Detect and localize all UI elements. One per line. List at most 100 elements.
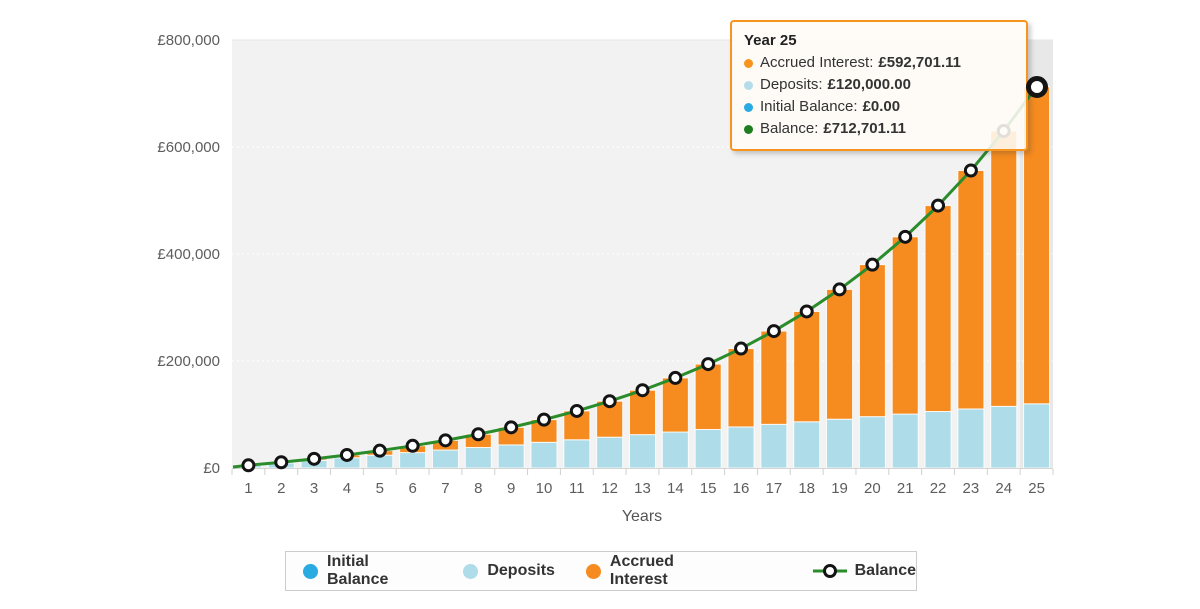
bar-segment-deposits-year-23[interactable] (957, 408, 985, 469)
legend-item-deposits[interactable]: Deposits (463, 562, 555, 580)
bar-segment-accrued-interest-year-14[interactable] (661, 377, 689, 433)
balance-marker-year-19[interactable] (832, 282, 847, 297)
y-tick-label: £200,000 (157, 353, 220, 370)
balance-marker-year-15[interactable] (701, 357, 716, 372)
bar-segment-deposits-year-15[interactable] (694, 428, 722, 469)
bar-segment-deposits-year-20[interactable] (858, 416, 886, 469)
x-tick-label: 10 (536, 480, 553, 497)
legend-item-accrued-interest[interactable]: Accrued Interest (585, 553, 734, 589)
balance-marker-year-5[interactable] (372, 443, 387, 458)
balance-marker-year-20[interactable] (865, 257, 880, 272)
balance-marker-year-6[interactable] (405, 438, 420, 453)
bar-segment-deposits-year-19[interactable] (826, 418, 854, 469)
bar-segment-deposits-year-13[interactable] (629, 434, 656, 469)
legend-item-initial-balance[interactable]: Initial Balance (303, 553, 432, 589)
bar-segment-deposits-year-6[interactable] (399, 452, 427, 469)
tooltip-row-accrued-interest: Accrued Interest: £592,701.11 (744, 52, 1014, 74)
balance-marker-year-21[interactable] (898, 229, 913, 244)
bar-segment-deposits-year-12[interactable] (596, 436, 624, 469)
tooltip-row-deposits: Deposits: £120,000.00 (744, 74, 1014, 96)
bar-segment-deposits-year-16[interactable] (727, 426, 755, 469)
balance-marker-year-7[interactable] (438, 433, 453, 448)
bar-segment-accrued-interest-year-22[interactable] (924, 205, 952, 413)
tooltip-row-balance: Balance: £712,701.11 (744, 118, 1014, 140)
balance-line-marker-icon (812, 564, 847, 578)
bar-segment-deposits-year-25[interactable] (1023, 403, 1051, 469)
bar-segment-deposits-year-9[interactable] (497, 444, 525, 469)
x-tick-label: 25 (1028, 480, 1045, 497)
balance-marker-year-10[interactable] (536, 412, 551, 427)
x-tick-label: 1 (244, 480, 252, 497)
bar-segment-accrued-interest-year-17[interactable] (760, 330, 788, 425)
accrued-interest-legend-icon (585, 563, 601, 579)
bar-segment-accrued-interest-year-16[interactable] (727, 348, 755, 428)
x-tick-label: 14 (667, 480, 684, 497)
initial-balance-bullet-icon (744, 102, 753, 112)
legend-label: Accrued Interest (609, 553, 674, 588)
balance-marker-year-13[interactable] (635, 383, 650, 398)
x-tick-label: 24 (995, 480, 1012, 497)
x-tick-label: 7 (441, 480, 449, 497)
bar-segment-deposits-year-22[interactable] (924, 411, 952, 469)
x-tick-label: 19 (831, 480, 848, 497)
tooltip-row-initial-balance: Initial Balance: £0.00 (744, 96, 1014, 118)
deposits-legend-icon (463, 563, 479, 579)
x-tick-label: 17 (766, 480, 783, 497)
bar-segment-accrued-interest-year-19[interactable] (826, 288, 854, 420)
legend-label: Deposits (487, 562, 555, 579)
balance-marker-year-22[interactable] (931, 198, 946, 213)
bar-segment-accrued-interest-year-23[interactable] (957, 169, 985, 410)
x-tick-label: 9 (507, 480, 515, 497)
bar-segment-deposits-year-24[interactable] (990, 405, 1018, 469)
bar-segment-deposits-year-18[interactable] (793, 421, 821, 469)
balance-marker-year-14[interactable] (668, 370, 683, 385)
balance-marker-year-11[interactable] (569, 403, 584, 418)
balance-marker-year-3[interactable] (307, 451, 322, 466)
bar-segment-deposits-year-14[interactable] (661, 431, 689, 469)
tooltip-value: £712,701.11 (823, 120, 906, 137)
x-tick-label: 11 (569, 480, 585, 497)
bar-segment-deposits-year-8[interactable] (464, 446, 492, 469)
balance-marker-year-16[interactable] (734, 341, 749, 356)
bar-segment-accrued-interest-year-20[interactable] (858, 264, 886, 418)
chart-legend: Initial Balance Deposits Accrued Interes… (285, 551, 917, 591)
legend-label: Balance (854, 562, 916, 579)
balance-marker-year-17[interactable] (766, 324, 781, 339)
balance-marker-year-18[interactable] (799, 304, 814, 319)
balance-marker-year-23[interactable] (963, 163, 978, 178)
x-tick-label: 8 (474, 480, 482, 497)
bar-segment-deposits-year-7[interactable] (431, 449, 459, 469)
initial-balance-legend-icon (303, 563, 318, 579)
balance-marker-year-8[interactable] (471, 427, 486, 442)
x-tick-label: 2 (277, 480, 285, 497)
x-tick-label: 4 (343, 480, 351, 497)
tooltip-label: Balance: (760, 120, 819, 137)
bar-segment-accrued-interest-year-15[interactable] (694, 363, 722, 430)
balance-marker-year-25-hovered[interactable] (1024, 74, 1050, 100)
bar-segment-deposits-year-11[interactable] (563, 439, 591, 469)
tooltip-value: £0.00 (862, 98, 901, 115)
tooltip-label: Accrued Interest: (760, 54, 874, 71)
x-tick-label: 6 (408, 480, 416, 497)
y-tick-label: £400,000 (157, 246, 220, 263)
balance-marker-year-9[interactable] (504, 420, 519, 435)
legend-item-balance[interactable]: Balance (812, 562, 916, 580)
bar-segment-accrued-interest-year-24[interactable] (990, 130, 1018, 407)
x-tick-label: 3 (310, 480, 318, 497)
bar-segment-accrued-interest-year-18[interactable] (793, 310, 821, 423)
x-tick-label: 12 (601, 480, 618, 497)
balance-marker-year-12[interactable] (602, 394, 617, 409)
bar-segment-deposits-year-17[interactable] (760, 423, 788, 469)
tooltip-label: Deposits: (760, 76, 823, 93)
x-tick-label: 23 (963, 480, 980, 497)
bar-segment-deposits-year-10[interactable] (530, 441, 558, 469)
balance-marker-year-2[interactable] (274, 455, 289, 470)
x-tick-label: 22 (930, 480, 947, 497)
bar-segment-deposits-year-21[interactable] (891, 413, 919, 469)
balance-marker-year-1[interactable] (241, 458, 256, 473)
balance-marker-year-4[interactable] (339, 447, 354, 462)
y-tick-label: £600,000 (157, 139, 220, 156)
x-tick-label: 15 (700, 480, 717, 497)
bar-segment-accrued-interest-year-13[interactable] (629, 389, 656, 436)
bar-segment-accrued-interest-year-21[interactable] (891, 236, 919, 415)
